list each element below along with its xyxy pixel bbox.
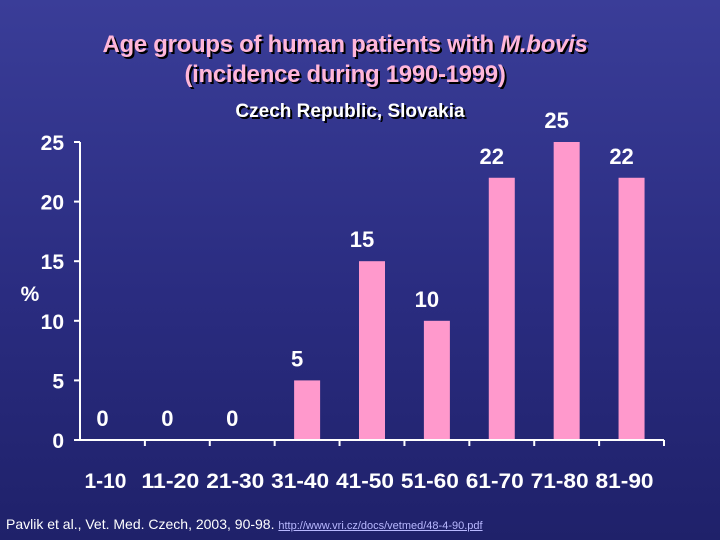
chart-title-prefix: Age groups of human patients with xyxy=(102,31,501,58)
bar-51-60 xyxy=(423,320,450,440)
data-label-51-60: 10 xyxy=(415,287,439,312)
data-label-71-80: 25 xyxy=(544,108,568,133)
chart-subtitle: Czech Republic, Slovakia xyxy=(235,101,465,122)
data-label-31-40: 5 xyxy=(291,346,303,371)
bar-61-70 xyxy=(488,177,515,440)
x-tick-label-81-90: 81-90 xyxy=(596,470,654,493)
x-tick-label-51-60: 51-60 xyxy=(401,470,459,493)
data-label-21-30: 0 xyxy=(226,406,238,431)
x-tick-label-1-10: 1-10 xyxy=(84,470,126,493)
x-tick-label-11-20: 11-20 xyxy=(141,470,199,493)
x-tick-label-71-80: 71-80 xyxy=(531,470,589,493)
data-label-61-70: 22 xyxy=(480,144,504,169)
x-tick-label-31-40: 31-40 xyxy=(271,470,329,493)
data-label-1-10: 0 xyxy=(96,406,108,431)
bar-71-80 xyxy=(553,142,580,440)
bar-41-50 xyxy=(359,261,385,440)
y-tick-label-20: 20 xyxy=(41,192,64,215)
y-tick-label-5: 5 xyxy=(52,370,64,393)
y-tick-label-15: 15 xyxy=(41,251,65,274)
citation-text: Pavlik et al., Vet. Med. Czech, 2003, 90… xyxy=(6,516,279,532)
citation-footer: Pavlik et al., Vet. Med. Czech, 2003, 90… xyxy=(6,516,483,532)
x-tick-label-61-70: 61-70 xyxy=(466,470,524,493)
bar-31-40 xyxy=(294,380,321,440)
bar-81-90 xyxy=(618,177,645,440)
chart-title-line-2: (incidence during 1990-1999) xyxy=(184,61,506,88)
data-label-11-20: 0 xyxy=(161,406,173,431)
data-label-41-50: 15 xyxy=(350,227,374,252)
data-label-81-90: 22 xyxy=(609,144,633,169)
y-axis-label: % xyxy=(21,283,40,306)
chart-title-line-1: Age groups of human patients with M.bovi… xyxy=(0,30,705,59)
x-tick-label-21-30: 21-30 xyxy=(206,470,264,493)
y-tick-label-0: 0 xyxy=(52,430,64,453)
x-tick-label-41-50: 41-50 xyxy=(336,470,394,493)
y-tick-label-25: 25 xyxy=(41,132,65,155)
citation-link[interactable]: http://www.vri.cz/docs/vetmed/48-4-90.pd… xyxy=(278,520,483,532)
y-tick-label-10: 10 xyxy=(41,311,64,334)
chart-title-organism: M.bovis xyxy=(500,31,588,58)
